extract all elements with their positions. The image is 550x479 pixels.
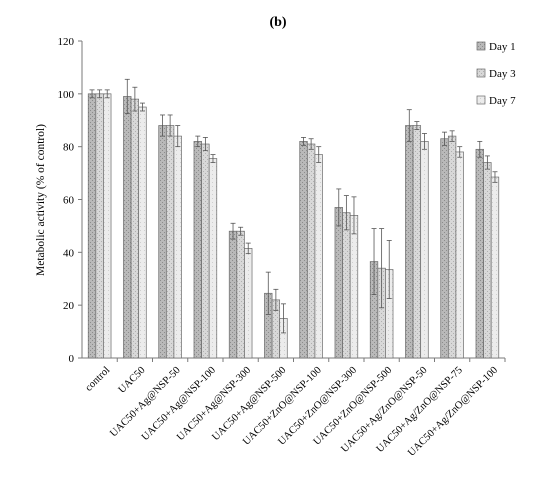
x-tick-label: UAC50	[117, 365, 148, 396]
bar-day-3	[447, 135, 457, 359]
bar-day-3	[130, 98, 140, 359]
bar-day-7	[420, 141, 429, 359]
bar-day-3	[306, 143, 316, 359]
bar-day-3	[342, 212, 351, 359]
bar-day-1	[123, 96, 132, 359]
y-tick-label: 0	[69, 353, 75, 365]
bar-day-7	[314, 154, 323, 359]
bar-day-3	[412, 125, 422, 359]
bar-day-1	[193, 141, 202, 359]
legend-entry: Day 1	[489, 41, 516, 53]
y-tick-label: 60	[63, 195, 75, 207]
legend-swatch	[476, 68, 486, 78]
legend: Day 1 Day 3 Day 7	[476, 41, 516, 107]
bar-day-7	[173, 135, 182, 359]
legend-swatch	[476, 41, 486, 51]
y-tick-label: 80	[63, 142, 75, 154]
y-tick-label: 20	[63, 300, 75, 312]
bar-day-1	[405, 125, 414, 359]
bar-day-7	[349, 215, 359, 359]
bar-day-1	[87, 93, 97, 359]
bar-day-1	[228, 230, 238, 359]
bar-day-7	[455, 151, 464, 359]
bar-day-7	[138, 106, 147, 359]
bar-day-3	[95, 93, 104, 359]
y-axis-label: Metabolic activity (% of control)	[35, 124, 47, 276]
bar-day-3	[236, 230, 245, 359]
bar-day-7	[490, 176, 500, 359]
bar-day-1	[158, 125, 167, 359]
y-tick-label: 120	[58, 36, 75, 48]
bar-day-7	[244, 248, 253, 359]
bar-day-1	[475, 148, 484, 359]
bar-day-3	[483, 162, 492, 359]
bar-day-7	[103, 93, 112, 359]
bar-day-3	[201, 143, 210, 359]
bar-day-3	[165, 125, 175, 359]
bar-day-7	[208, 158, 218, 359]
x-tick-label: UAC50+Ag@NSP-50	[108, 365, 183, 440]
x-tick-label: control	[83, 365, 112, 394]
y-tick-label: 40	[63, 247, 75, 259]
legend-entry: Day 3	[489, 68, 516, 80]
legend-entry: Day 7	[489, 95, 516, 107]
bar-day-1	[334, 207, 343, 359]
y-tick-label: 100	[58, 89, 75, 101]
bar-day-1	[299, 141, 308, 359]
bar-day-1	[440, 138, 449, 359]
chart-title: (b)	[269, 15, 286, 30]
legend-swatch	[476, 95, 486, 105]
